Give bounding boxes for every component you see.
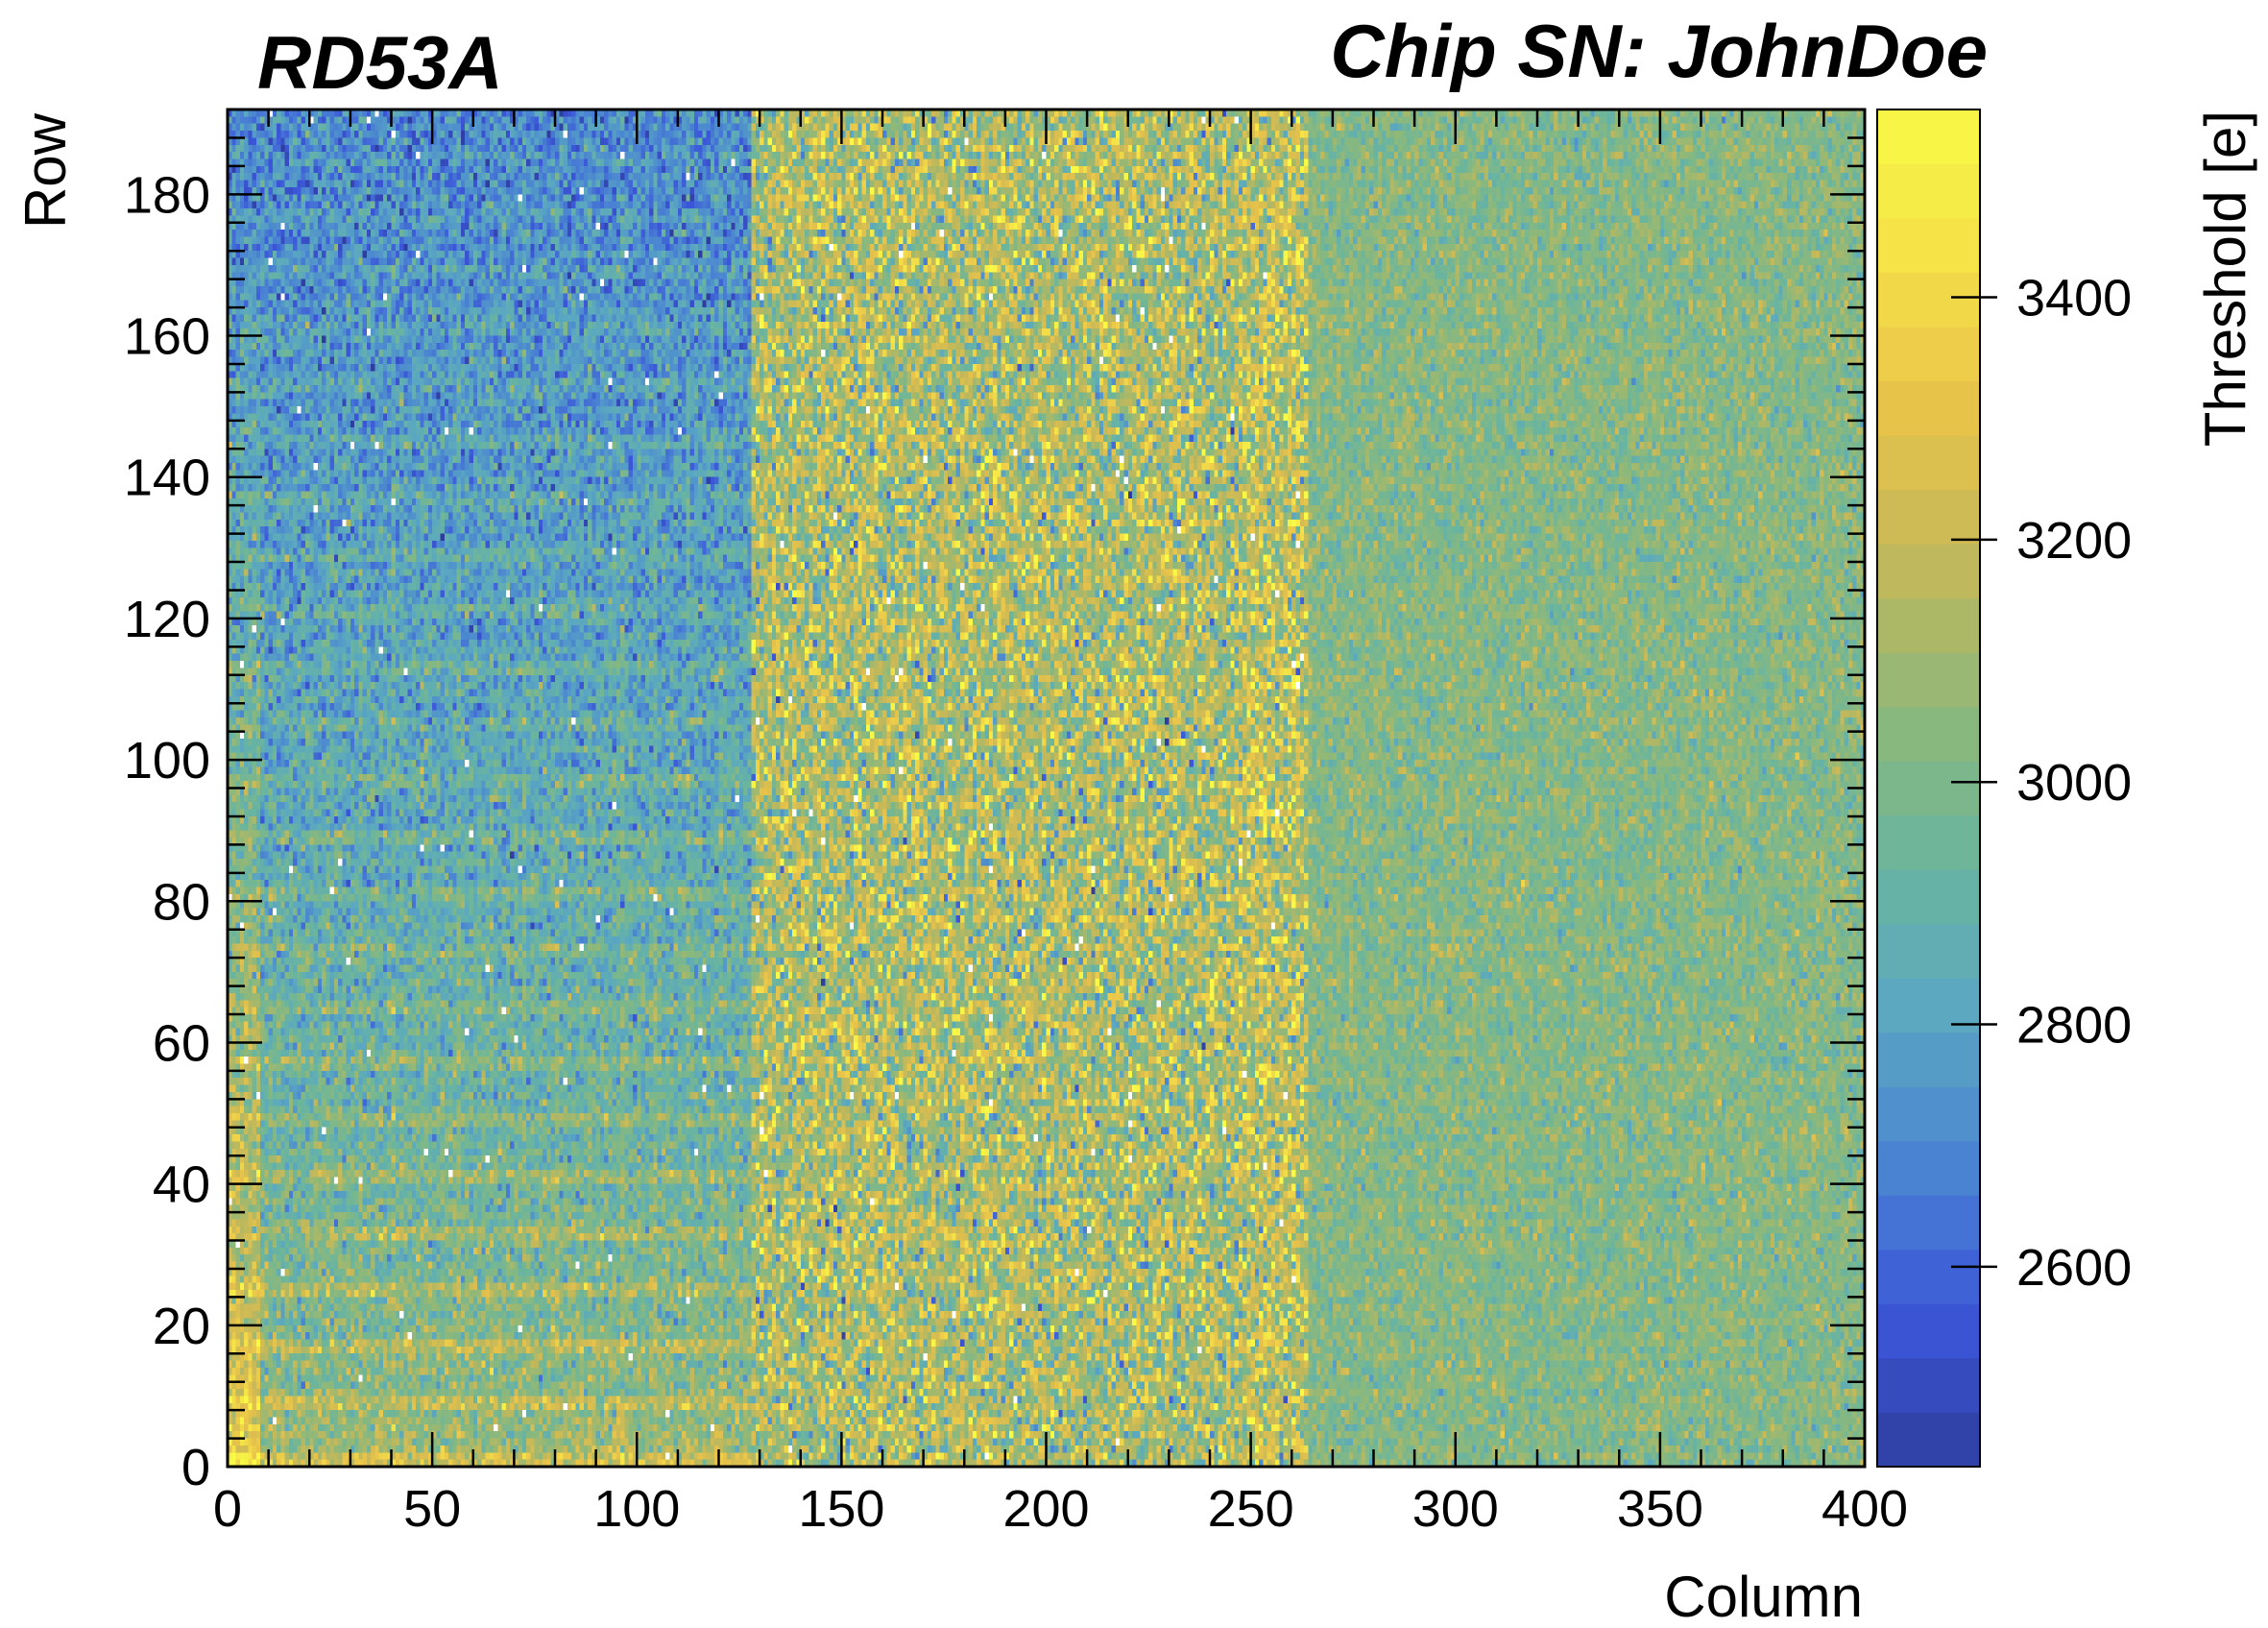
color-scale-band bbox=[1877, 218, 1980, 274]
x-tick-label: 0 bbox=[213, 1480, 242, 1538]
color-scale-band bbox=[1877, 435, 1980, 491]
y-tick-label: 120 bbox=[124, 591, 210, 648]
color-scale-axis: 2600 2800 3000 3200 3400 bbox=[1951, 270, 2132, 1297]
y-tick-label: 160 bbox=[124, 308, 210, 366]
x-tick-label: 350 bbox=[1617, 1480, 1703, 1538]
color-scale-band bbox=[1877, 163, 1980, 219]
x-tick-label: 50 bbox=[403, 1480, 461, 1538]
color-scale-band bbox=[1877, 380, 1980, 436]
color-scale-band bbox=[1877, 1303, 1980, 1359]
color-scale-frame bbox=[1876, 109, 1981, 1468]
color-scale-band bbox=[1877, 1086, 1980, 1142]
heatmap-cells bbox=[228, 109, 1865, 1467]
color-scale-band bbox=[1877, 706, 1980, 762]
color-scale-tick-label: 3400 bbox=[2016, 270, 2132, 328]
color-scale-band bbox=[1877, 544, 1980, 599]
color-scale-band bbox=[1877, 652, 1980, 708]
color-scale-tick-label: 2800 bbox=[2016, 997, 2132, 1055]
x-tick-label: 200 bbox=[1002, 1480, 1089, 1538]
top-left-label: RD53A bbox=[257, 20, 503, 105]
color-scale-band bbox=[1877, 761, 1980, 816]
x-axis-title: Column bbox=[1664, 1565, 1863, 1628]
color-scale-band bbox=[1877, 109, 1980, 165]
plot-area bbox=[226, 108, 1867, 1469]
y-axis: 0 20 40 60 80 100 120 140 160 180 bbox=[124, 108, 1865, 1496]
color-scale-band bbox=[1877, 869, 1980, 925]
color-scale-band bbox=[1877, 1412, 1980, 1468]
x-tick-label: 300 bbox=[1412, 1480, 1499, 1538]
color-scale-band bbox=[1877, 489, 1980, 545]
y-axis-title: Row bbox=[13, 112, 78, 229]
y-tick-label: 20 bbox=[153, 1298, 210, 1355]
color-scale-tick-label: 3200 bbox=[2016, 512, 2132, 570]
y-tick-label: 40 bbox=[153, 1156, 210, 1214]
color-scale-tick-label: 3000 bbox=[2016, 754, 2132, 812]
color-scale-band bbox=[1877, 1140, 1980, 1196]
color-scale-band bbox=[1877, 1032, 1980, 1087]
y-tick-label: 60 bbox=[153, 1014, 210, 1072]
color-scale-tick-label: 2600 bbox=[2016, 1239, 2132, 1297]
x-tick-label: 250 bbox=[1208, 1480, 1294, 1538]
y-tick-label: 0 bbox=[181, 1439, 210, 1496]
color-scale-band bbox=[1877, 597, 1980, 653]
color-scale-band bbox=[1877, 272, 1980, 328]
color-scale-band bbox=[1877, 1357, 1980, 1413]
y-tick-label: 100 bbox=[124, 732, 210, 790]
x-tick-label: 150 bbox=[798, 1480, 884, 1538]
y-tick-label: 180 bbox=[124, 166, 210, 224]
y-tick-label: 80 bbox=[153, 873, 210, 931]
color-scale-band bbox=[1877, 1195, 1980, 1251]
chart-title: Chip SN: JohnDoe bbox=[1330, 9, 1988, 93]
color-scale-band bbox=[1877, 814, 1980, 870]
x-tick-label: 100 bbox=[593, 1480, 680, 1538]
x-axis: 0 50 100 150 200 250 300 350 400 bbox=[213, 109, 1908, 1538]
color-scale-title: Threshold [e] bbox=[2193, 110, 2257, 447]
color-scale-band bbox=[1877, 327, 1980, 382]
x-tick-label: 400 bbox=[1822, 1480, 1908, 1538]
color-scale-band bbox=[1877, 1249, 1980, 1304]
color-scale-bar bbox=[1876, 109, 1981, 1468]
color-scale-band bbox=[1877, 923, 1980, 979]
y-tick-label: 140 bbox=[124, 450, 210, 507]
